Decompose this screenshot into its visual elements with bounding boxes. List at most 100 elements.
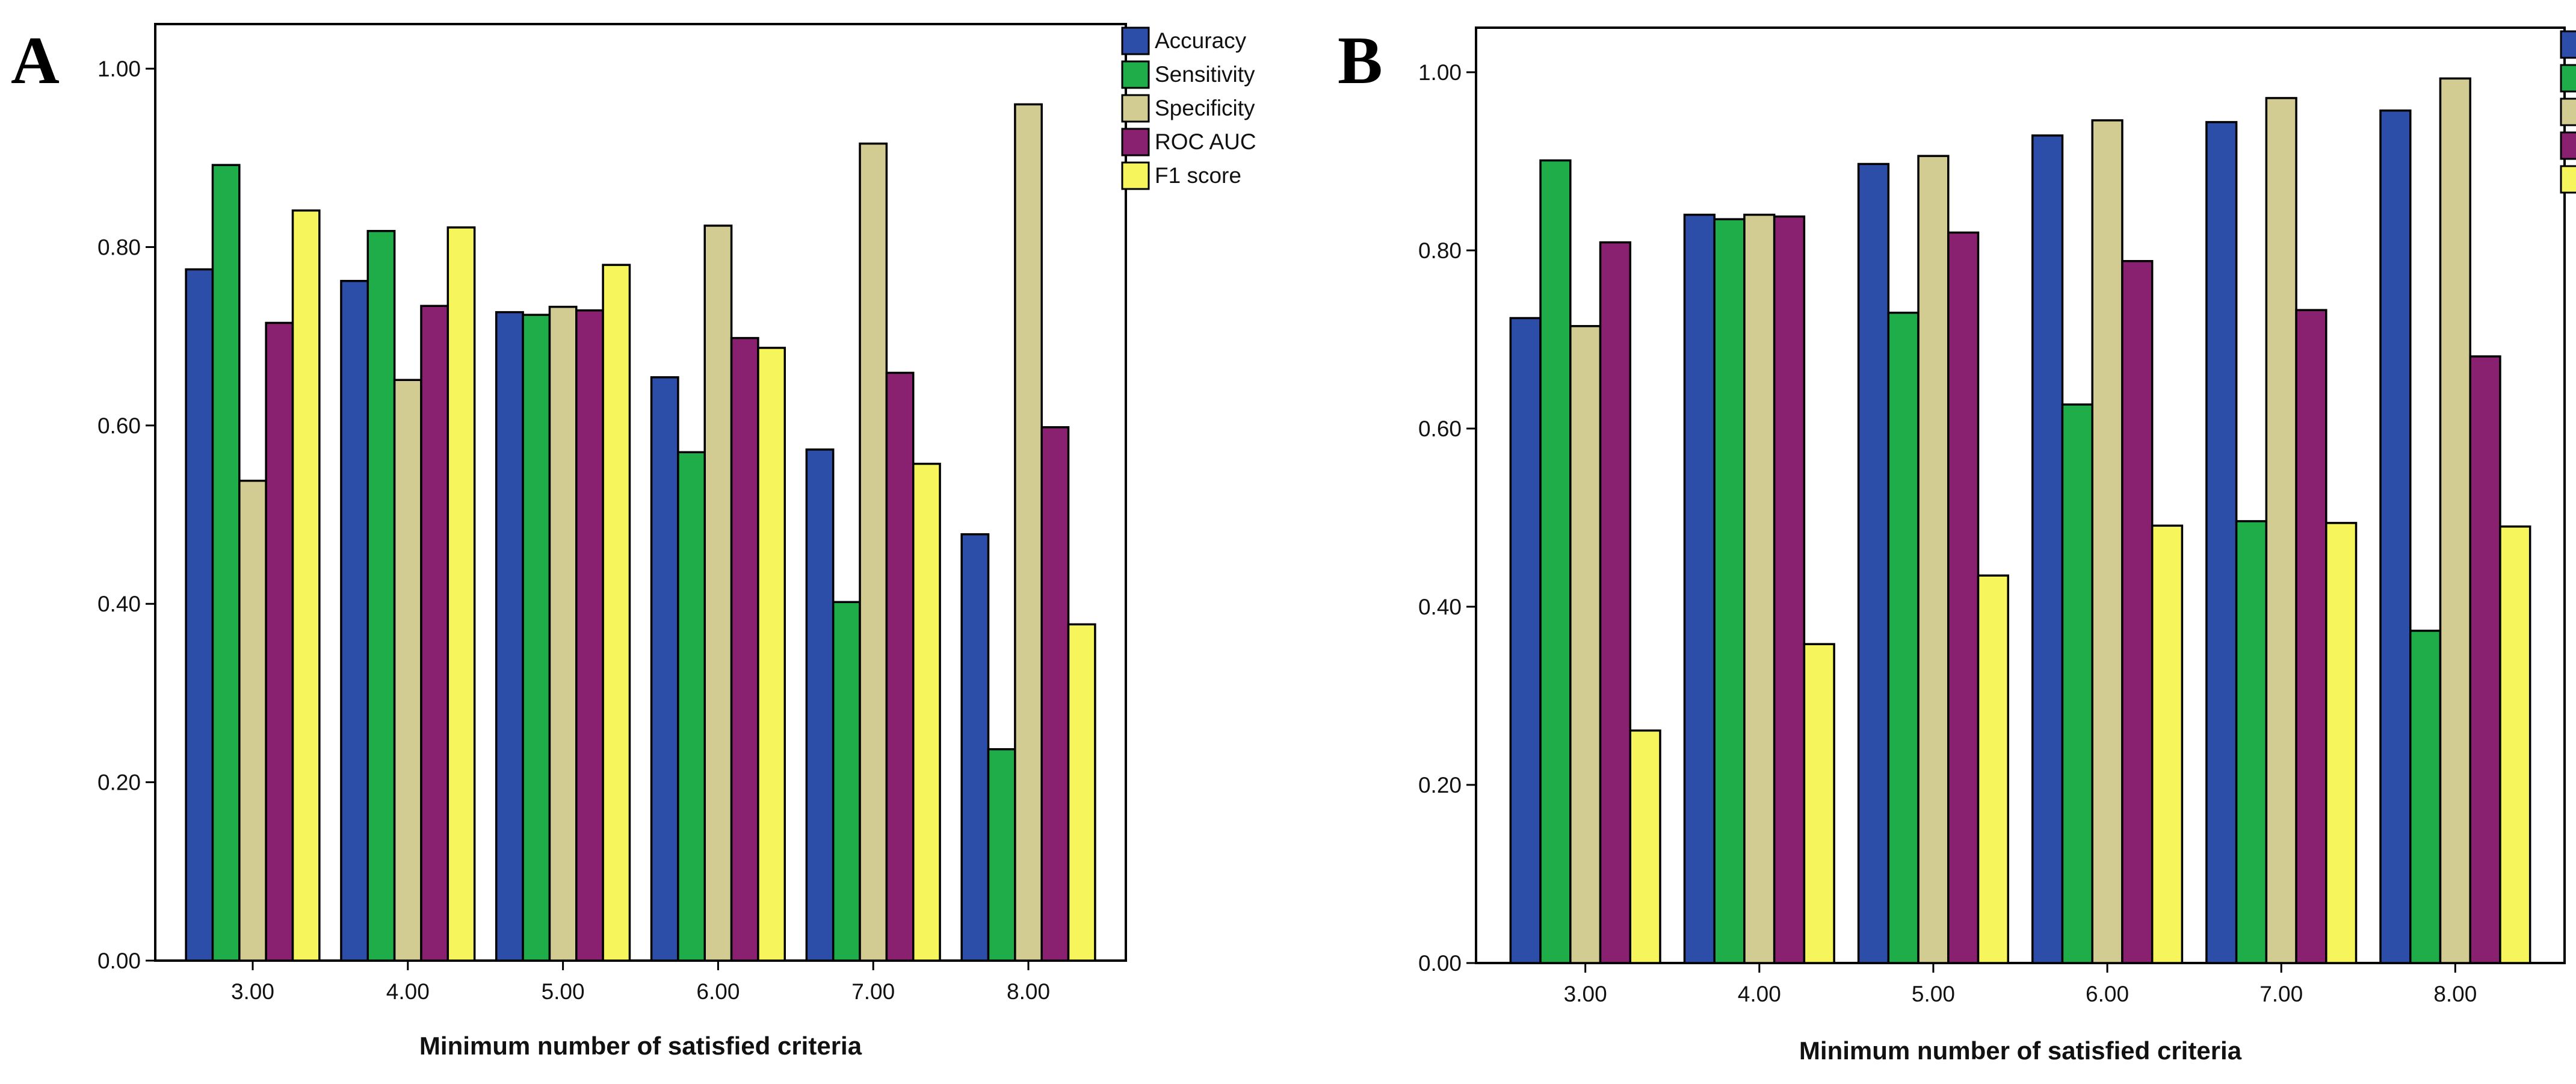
bar-specificity-5.00 <box>548 306 578 962</box>
legend-swatch-accuracy <box>2560 30 2576 59</box>
y-tick-label: 1.00 <box>1418 60 1462 85</box>
x-tick-label: 6.00 <box>696 979 740 1004</box>
panel-letter: B <box>1338 23 1383 98</box>
bar-sensitivity-4.00 <box>366 230 396 962</box>
legend-label: Accuracy <box>1155 28 1247 53</box>
x-tick-label: 6.00 <box>2086 982 2129 1006</box>
y-tick-label: 0.00 <box>97 949 141 973</box>
bar-roc-auc-3.00 <box>265 321 294 962</box>
bar-specificity-3.00 <box>238 479 267 962</box>
x-tick-label: 4.00 <box>386 979 430 1004</box>
bar-sensitivity-6.00 <box>2061 403 2093 964</box>
bar-roc-auc-7.00 <box>885 371 915 962</box>
panel-letter: A <box>11 23 60 98</box>
bar-specificity-4.00 <box>1743 214 1776 964</box>
y-tick-label: 0.20 <box>1418 773 1462 798</box>
bar-accuracy-6.00 <box>650 376 679 962</box>
bar-f1-score-7.00 <box>2325 522 2358 964</box>
legend-swatch-sensitivity <box>2560 64 2576 93</box>
chart-panel-b: B 0.00 0.20 0.40 0.60 0.80 1.00 3.00 4.00 5.00 6.0… <box>1338 23 2576 1065</box>
bar-f1-score-3.00 <box>291 209 321 962</box>
bar-sensitivity-4.00 <box>1713 218 1746 964</box>
x-tick-label: 5.00 <box>542 979 585 1004</box>
bar-accuracy-7.00 <box>805 448 835 962</box>
y-tick-label: 0.80 <box>97 235 141 259</box>
bar-sensitivity-8.00 <box>2409 630 2442 964</box>
bar-sensitivity-6.00 <box>677 451 706 962</box>
bar-roc-auc-6.00 <box>2121 260 2154 964</box>
y-tick-label: 0.40 <box>97 592 141 616</box>
chart-panel-a: A 0.00 0.20 0.40 0.60 0.80 1.00 3.00 4.00 5.00 6.0… <box>11 23 1256 1060</box>
x-tick-label: 4.00 <box>1738 982 1781 1006</box>
bar-f1-score-7.00 <box>912 462 941 962</box>
legend-swatch-specificity <box>2560 98 2576 126</box>
bar-accuracy-7.00 <box>2205 121 2238 964</box>
legend-swatch-f1-score <box>1121 161 1150 190</box>
y-tick-label: 1.00 <box>97 57 141 81</box>
bar-accuracy-5.00 <box>495 311 524 962</box>
legend-swatch-specificity <box>1121 94 1150 123</box>
y-tick-label: 0.00 <box>1418 951 1462 976</box>
bar-specificity-8.00 <box>2439 77 2471 964</box>
bar-roc-auc-7.00 <box>2295 309 2327 964</box>
y-tick-label: 0.60 <box>1418 417 1462 441</box>
bar-sensitivity-3.00 <box>211 164 241 962</box>
y-tick-label: 0.20 <box>97 770 141 795</box>
bar-accuracy-8.00 <box>960 533 990 962</box>
x-tick-label: 3.00 <box>1564 982 1607 1006</box>
bar-roc-auc-6.00 <box>730 336 759 962</box>
legend-label: ROC AUC <box>1155 129 1256 154</box>
bar-accuracy-3.00 <box>1509 317 1542 964</box>
y-tick-label: 0.80 <box>1418 238 1462 263</box>
bar-specificity-3.00 <box>1569 325 1602 964</box>
bar-f1-score-5.00 <box>1977 574 2010 964</box>
legend-swatch-sensitivity <box>1121 60 1150 89</box>
bar-sensitivity-8.00 <box>987 748 1016 962</box>
bar-specificity-5.00 <box>1917 155 1950 964</box>
bar-specificity-7.00 <box>2265 97 2297 964</box>
legend-swatch-f1-score <box>2560 165 2576 194</box>
bar-roc-auc-5.00 <box>575 309 604 962</box>
legend-label: Specificity <box>1155 96 1255 120</box>
bar-roc-auc-8.00 <box>2469 355 2501 964</box>
plot-frame <box>154 23 1127 962</box>
bar-sensitivity-3.00 <box>1539 159 1572 964</box>
bar-accuracy-4.00 <box>1683 214 1716 964</box>
bar-roc-auc-4.00 <box>1773 215 1806 964</box>
x-tick-label: 8.00 <box>1007 979 1050 1004</box>
y-tick-label: 0.40 <box>1418 595 1462 619</box>
legend-swatch-roc-auc <box>1121 128 1150 156</box>
bar-accuracy-6.00 <box>2031 134 2064 964</box>
plot-frame <box>1475 26 2566 964</box>
x-tick-label: 5.00 <box>1912 982 1955 1006</box>
bar-specificity-6.00 <box>2091 119 2124 964</box>
legend-label: Sensitivity <box>1155 62 1255 87</box>
bar-sensitivity-5.00 <box>1887 311 1920 964</box>
bar-sensitivity-7.00 <box>832 601 861 962</box>
legend-label: F1 score <box>1155 163 1241 188</box>
bar-roc-auc-8.00 <box>1040 426 1070 962</box>
legend-swatch-accuracy <box>1121 26 1150 55</box>
bar-roc-auc-4.00 <box>420 305 449 962</box>
bar-f1-score-6.00 <box>2151 524 2184 964</box>
bar-roc-auc-3.00 <box>1599 241 1632 964</box>
bar-specificity-4.00 <box>393 379 422 962</box>
bar-accuracy-8.00 <box>2379 109 2412 964</box>
bar-specificity-6.00 <box>703 225 733 962</box>
bar-accuracy-3.00 <box>185 268 214 962</box>
x-tick-label: 8.00 <box>2433 982 2477 1006</box>
bar-roc-auc-5.00 <box>1947 231 1980 964</box>
legend: Accuracy Sensitivity Specificity ROC AUC F1 … <box>1121 26 1256 190</box>
bar-f1-score-3.00 <box>1629 729 1661 964</box>
x-tick-label: 3.00 <box>231 979 274 1004</box>
bar-f1-score-5.00 <box>602 264 631 962</box>
bar-f1-score-4.00 <box>1803 643 1835 964</box>
bar-specificity-8.00 <box>1014 103 1043 962</box>
bar-sensitivity-7.00 <box>2235 520 2268 964</box>
x-axis-label: Minimum number of satisfied criteria <box>1799 1036 2242 1065</box>
bar-f1-score-6.00 <box>757 347 786 962</box>
y-tick-label: 0.60 <box>97 413 141 438</box>
bar-f1-score-8.00 <box>2499 525 2531 964</box>
